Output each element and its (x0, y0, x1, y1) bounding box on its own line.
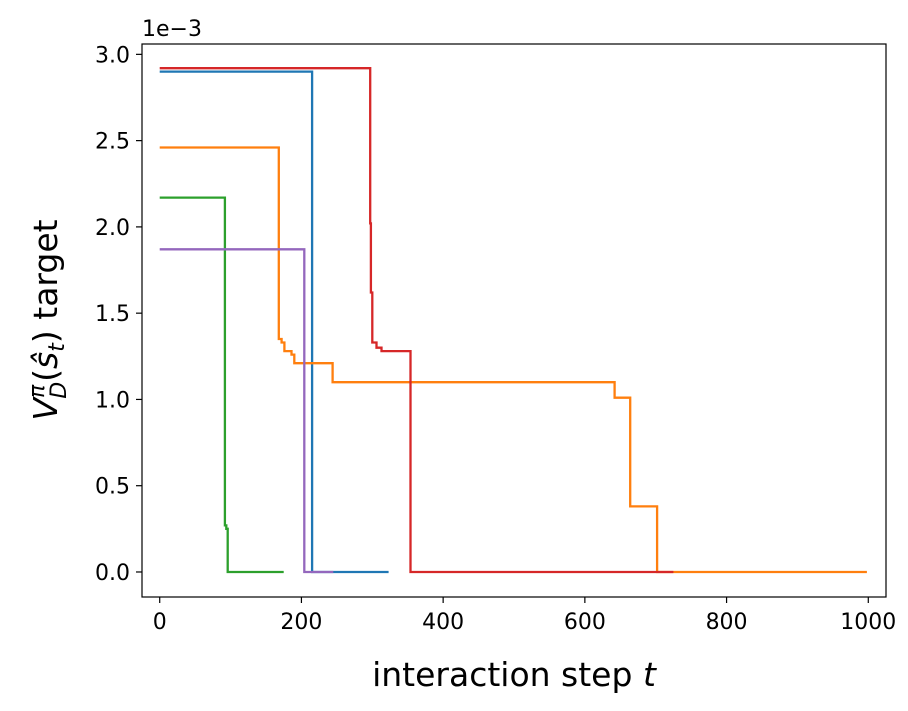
x-tick-label: 400 (422, 610, 464, 635)
x-tick-label: 600 (564, 610, 606, 635)
series-layer (159, 67, 867, 574)
y-label-t: t (45, 342, 70, 352)
y-label-paren-close: ) (26, 330, 65, 343)
x-axis-label: interaction step t (372, 655, 657, 694)
y-label-v: V (26, 396, 65, 421)
y-tick-label: 0.0 (95, 561, 130, 586)
y-label-d: D (47, 382, 72, 399)
x-tick-label: 0 (153, 610, 167, 635)
y-offset-label: 1e−3 (142, 17, 202, 42)
plot-frame (141, 43, 887, 598)
y-tick-label: 3.0 (95, 43, 130, 68)
series-line-4 (159, 67, 674, 574)
y-label-pi: π (25, 384, 50, 398)
series-line-1 (159, 70, 389, 574)
ticks-layer: 0 200 400 600 800 1000 0.0 0.5 1.0 1.5 2.0 2.5 3.0 (95, 43, 896, 635)
y-tick-label: 2.0 (95, 216, 130, 241)
series-line-5 (159, 248, 334, 574)
y-tick-label: 0.5 (95, 475, 130, 500)
series-line-3 (159, 196, 284, 574)
y-tick-label: 2.5 (95, 130, 130, 155)
x-axis-label-var: t (643, 655, 657, 694)
x-tick-label: 200 (280, 610, 322, 635)
y-label-s: ŝ (26, 352, 65, 369)
y-axis-label: VπD(ŝt) target (25, 219, 72, 420)
y-label-target: target (26, 219, 65, 330)
x-axis-label-text: interaction step (372, 655, 643, 694)
series-line-2 (159, 146, 867, 574)
y-tick-label: 1.5 (95, 302, 130, 327)
y-label-paren-open: ( (26, 369, 65, 382)
y-tick-label: 1.0 (95, 388, 130, 413)
x-tick-label: 1000 (840, 610, 896, 635)
x-tick-label: 800 (706, 610, 748, 635)
